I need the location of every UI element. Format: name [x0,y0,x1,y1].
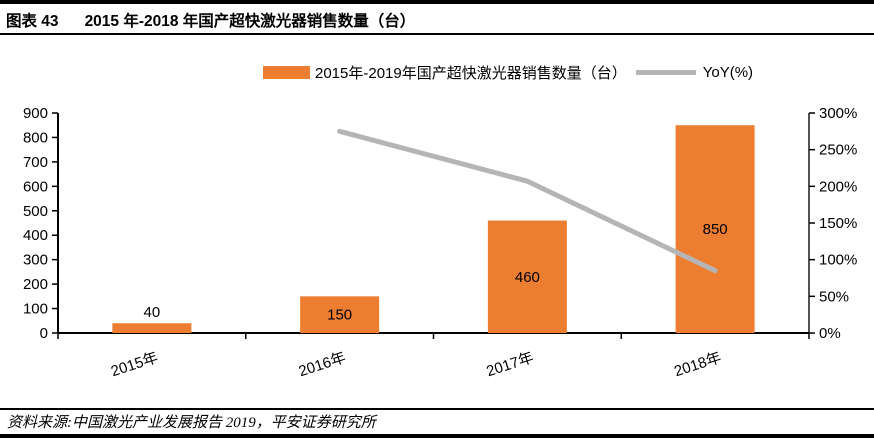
left-axis-tick-label: 400 [23,227,48,244]
right-axis-tick-label: 100% [819,252,857,269]
legend-bar-swatch-icon [263,65,310,79]
figure-number-label: 图表 43 [6,13,59,30]
left-axis-tick-label: 700 [23,154,48,171]
bar-2015年 [112,323,192,333]
right-axis-tick-label: 250% [819,142,857,159]
yoy-line [337,128,718,274]
right-axis-tick-label: 50% [819,288,849,305]
combo-chart-plot: 0 100 200 300 400 500 600 700 800 900 0% 50% 100% 150… [23,105,857,380]
legend-line-label: YoY(%) [702,63,754,81]
figure-title: 2015 年-2018 年国产超快激光器销售数量（台） [84,13,416,30]
chart-legend: 2015年-2019年国产超快激光器销售数量（台） YoY(%) [263,63,754,82]
bar-data-label: 850 [703,221,728,238]
source-note: 资料来源:中国激光产业发展报告 2019，平安证券研究所 [7,415,376,431]
left-axis-tick-label: 200 [23,276,48,293]
bar-data-label: 460 [515,269,540,286]
left-axis-tick-label: 600 [23,178,48,195]
x-axis-category-label: 2017年 [484,349,535,380]
bar-2018年 [675,125,755,333]
left-axis-tick-label: 500 [23,203,48,220]
figure-title-row: 图表 43 2015 年-2018 年国产超快激光器销售数量（台） [6,9,868,31]
right-axis-tick-label: 300% [819,105,857,122]
bar-data-label: 150 [327,307,352,324]
left-axis-tick-label: 800 [23,129,48,146]
legend-line-swatch-icon [635,69,696,75]
title-divider-rule [0,33,874,35]
x-axis-category-label: 2015年 [109,349,160,380]
left-axis-tick-label: 900 [23,105,48,122]
left-axis-tick-label: 300 [23,252,48,269]
left-axis-tick-label: 0 [40,325,48,342]
x-axis-category-label: 2016年 [297,349,348,380]
source-divider-rule [0,408,874,410]
bar-2016年 [300,296,380,333]
left-axis-tick-label: 100 [23,301,48,318]
legend-bar-label: 2015年-2019年国产超快激光器销售数量（台） [315,64,627,82]
right-axis-tick-label: 150% [819,215,857,232]
bar-2017年 [487,220,567,333]
right-axis-tick-label: 200% [819,178,857,195]
bottom-thick-rule [0,434,874,438]
x-axis-category-label: 2018年 [672,349,723,380]
bar-data-label: 40 [144,304,161,321]
right-axis-tick-label: 0% [819,325,841,342]
top-thick-rule [0,0,874,4]
